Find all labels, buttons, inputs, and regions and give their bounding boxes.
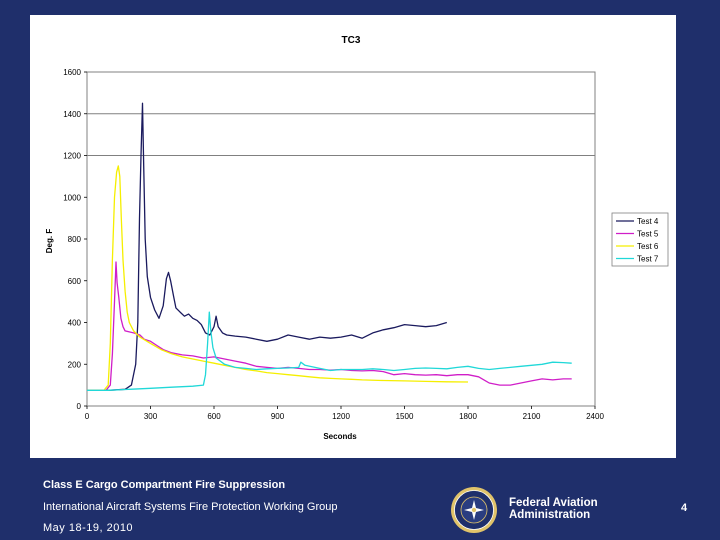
legend: Test 4 Test 5 Test 6 Test 7 [611,212,669,267]
series-line-1 [87,102,447,391]
chart-title: TC3 [342,35,361,46]
y-tick-label: 800 [68,235,82,244]
footer-group: International Aircraft Systems Fire Prot… [43,501,338,513]
grid-layer [87,71,595,156]
y-tick-label: 0 [77,402,82,411]
x-tick-label: 600 [207,412,221,421]
y-tick-label: 1400 [63,110,81,119]
plot-area [86,71,596,407]
y-tick-label: 200 [68,360,82,369]
x-tick-label: 2100 [523,412,541,421]
page-number: 4 [681,502,688,514]
y-tick-label: 1600 [63,68,81,77]
legend-label-2: Test 5 [637,230,659,239]
x-tick-label: 1800 [459,412,477,421]
series-line-4 [87,311,572,391]
legend-label-1: Test 4 [637,217,659,226]
x-tick-label: 300 [144,412,158,421]
legend-box [611,212,669,267]
y-tick-label: 400 [68,319,82,328]
faa-seal-icon [451,487,497,533]
y-tick-label: 1000 [63,193,81,202]
footer-date: May 18-19, 2010 [43,522,134,534]
y-tick-label: 1200 [63,152,81,161]
tick-layer: 0 200 400 600 800 1000 1200 1400 1600 0 300 600 900 1… [63,68,604,421]
chart-panel: 0 200 400 600 800 1000 1200 1400 1600 0 300 600 900 1… [30,15,676,458]
chart-svg: 0 200 400 600 800 1000 1200 1400 1600 0 300 600 900 1… [45,35,669,441]
x-tick-label: 1200 [332,412,350,421]
footer-title: Class E Cargo Compartment Fire Suppressi… [43,479,286,491]
y-tick-label: 600 [68,277,82,286]
series-line-3 [87,165,469,391]
legend-label-3: Test 6 [637,242,659,251]
y-axis-label: Deg. F [45,229,54,254]
x-axis-label: Seconds [323,432,357,441]
x-tick-label: 900 [271,412,285,421]
agency-name: Federal Aviation Administration [509,497,598,521]
x-tick-label: 2400 [586,412,604,421]
series-layer [87,102,572,391]
x-tick-label: 1500 [396,412,414,421]
legend-label-4: Test 7 [637,255,659,264]
x-tick-label: 0 [85,412,90,421]
